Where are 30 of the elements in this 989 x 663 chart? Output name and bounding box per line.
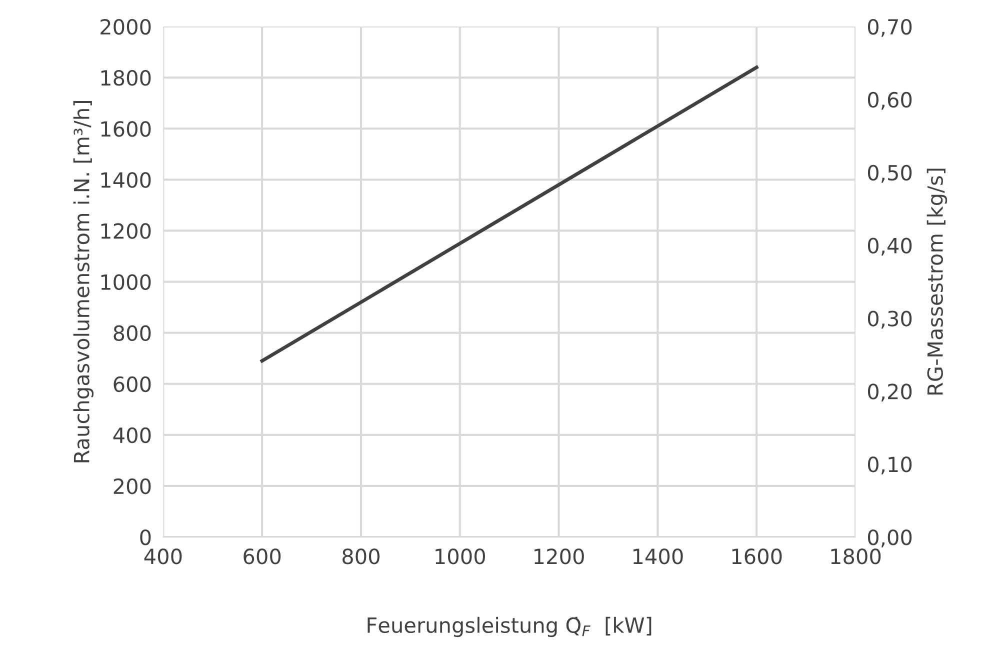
y-tick-label: 600 [114, 376, 151, 392]
y2-tick-label: 0,70 [868, 18, 912, 37]
y-tick-label: 0 [140, 529, 151, 546]
x-tick-label: 1600 [732, 548, 782, 564]
y2-axis-title: RG-Massestrom [kg/s] [926, 168, 948, 395]
x-axis-title: Feuerungsleistung Q̇$_{F}$ [kW] [368, 616, 652, 638]
x-tick-label: 1200 [534, 548, 584, 564]
y-tick-label: 1000 [101, 274, 151, 290]
x-tick-label: 1800 [831, 548, 881, 564]
y-tick-label: 1400 [101, 172, 151, 188]
y2-tick-label: 0,20 [868, 384, 912, 402]
y2-tick-label: 0,60 [868, 92, 912, 110]
y2-tick-label: 0,00 [868, 529, 912, 548]
y2-tick-label: 0,40 [868, 238, 912, 256]
y-tick-label: 2000 [100, 18, 151, 35]
y-axis-title: Rauchgasvolumenstrom i.N. [m³/h] [73, 101, 94, 462]
y-tick-label: 200 [114, 478, 151, 494]
y-tick-label: 400 [113, 427, 151, 444]
x-tick-label: 1000 [436, 548, 486, 564]
x-tick-label: 1400 [633, 548, 683, 564]
y2-tick-label: 0,10 [868, 456, 912, 474]
y-tick-label: 1200 [101, 223, 151, 239]
y-tick-label: 800 [114, 325, 151, 342]
x-tick-label: 600 [244, 548, 281, 564]
y2-tick-label: 0,30 [868, 310, 912, 329]
y2-tick-label: 0,50 [868, 164, 912, 183]
x-tick-label: 800 [342, 548, 380, 564]
y-tick-label: 1800 [101, 70, 151, 86]
x-tick-label: 400 [144, 548, 182, 564]
y-tick-label: 1600 [101, 121, 151, 137]
